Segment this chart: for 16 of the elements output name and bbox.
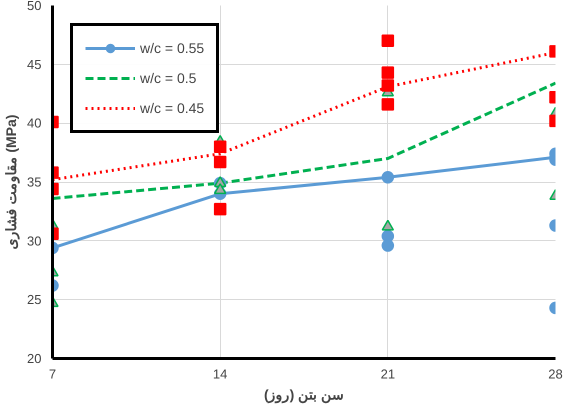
x-tick-label: 7: [48, 366, 56, 382]
legend-label: w/c = 0.55: [140, 40, 204, 56]
y-tick-label: 20: [27, 351, 42, 366]
y-tick-label: 45: [27, 56, 42, 72]
y-tick-label: 50: [27, 0, 42, 13]
x-tick-label: 21: [380, 366, 396, 382]
x-tick-label: 14: [212, 366, 228, 382]
y-axis-title: مقاومت فشاری (MPa): [3, 114, 20, 250]
y-tick-label: 30: [27, 233, 42, 248]
y-tick-label: 35: [27, 174, 42, 190]
legend-label: w/c = 0.45: [140, 100, 204, 116]
y-tick-label: 25: [27, 292, 42, 308]
x-tick-label: 28: [548, 366, 563, 382]
y-tick-label: 40: [27, 116, 42, 131]
legend-label: w/c = 0.5: [140, 70, 196, 86]
x-axis-title: سن بتن (روز): [264, 386, 344, 404]
